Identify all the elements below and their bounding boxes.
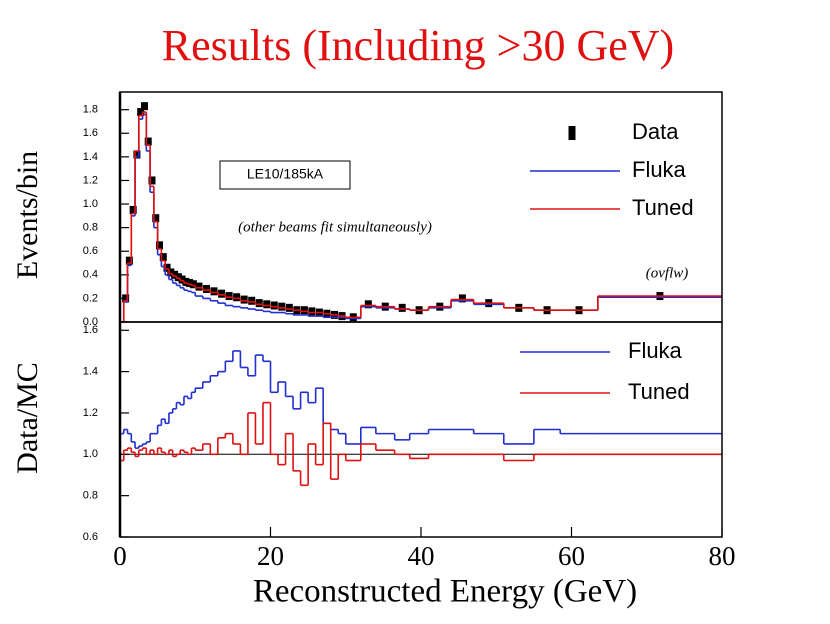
- data-point: [285, 303, 293, 312]
- x-axis-label: Reconstructed Energy (GeV): [253, 574, 637, 610]
- data-point: [129, 205, 137, 214]
- data-point: [167, 268, 175, 277]
- data-point: [210, 287, 218, 296]
- data-point: [125, 256, 133, 265]
- y-tick-label: 1.8: [83, 104, 98, 116]
- data-point: [122, 294, 130, 303]
- legend-marker: [568, 126, 576, 140]
- data-point: [300, 306, 308, 315]
- data-point: [278, 302, 286, 311]
- x-tick-label: 0: [113, 541, 127, 571]
- data-point: [178, 275, 186, 284]
- data-point: [152, 214, 160, 223]
- y-tick-label: 1.2: [83, 174, 98, 186]
- data-point: [255, 299, 263, 308]
- data-point: [189, 280, 197, 289]
- data-point: [140, 102, 148, 111]
- data-point: [248, 296, 256, 305]
- annotation: (ovflw): [646, 265, 689, 281]
- y-tick-label: 1.4: [83, 366, 98, 378]
- data-point: [225, 292, 233, 301]
- data-point: [218, 289, 226, 298]
- data-point: [159, 253, 167, 262]
- y-axis-label: Data/MC: [11, 362, 44, 474]
- data-point: [182, 277, 190, 286]
- data-point: [364, 300, 372, 309]
- x-tick-label: 60: [558, 541, 585, 571]
- y-tick-label: 1.6: [83, 127, 98, 139]
- data-point: [203, 284, 211, 293]
- y-tick-label: 0.6: [83, 245, 98, 257]
- annotation-box: [219, 160, 351, 190]
- legend-label: Tuned: [632, 195, 694, 220]
- data-point: [171, 270, 179, 279]
- data-point: [195, 282, 203, 291]
- x-tick-label: 40: [408, 541, 435, 571]
- y-tick-label: 1.6: [83, 324, 98, 336]
- y-tick-label: 1.0: [83, 198, 98, 210]
- slide-title: Results (Including >30 GeV): [162, 21, 674, 70]
- y-tick-label: 1.2: [83, 407, 98, 419]
- x-tick-label: 20: [257, 541, 284, 571]
- y-tick-label: 0.8: [83, 490, 98, 502]
- y-tick-label: 0.8: [83, 222, 98, 234]
- annotation: LE10/185kA: [247, 166, 324, 182]
- data-point: [148, 176, 156, 185]
- x-tick-label: 80: [709, 541, 736, 571]
- data-point: [240, 295, 248, 304]
- data-point: [458, 294, 466, 303]
- data-point: [174, 273, 182, 282]
- data-point: [263, 300, 271, 309]
- y-tick-label: 0.4: [83, 269, 98, 281]
- y-tick-label: 1.0: [83, 448, 98, 460]
- data-point: [163, 263, 171, 272]
- data-point: [156, 241, 164, 250]
- y-tick-label: 0.2: [83, 292, 98, 304]
- legend-label: Tuned: [628, 379, 690, 404]
- data-point: [308, 307, 316, 316]
- y-tick-label: 0.6: [83, 531, 98, 543]
- data-point: [270, 301, 278, 310]
- y-tick-label: 0.0: [83, 316, 98, 328]
- data-point: [144, 137, 152, 146]
- annotation: (other beams fit simultaneously): [238, 219, 432, 235]
- legend-label: Fluka: [628, 338, 683, 363]
- y-axis-label: Events/bin: [11, 151, 44, 279]
- y-tick-label: 1.4: [83, 151, 98, 163]
- data-point: [186, 279, 194, 288]
- data-point: [233, 293, 241, 302]
- data-point: [398, 303, 406, 312]
- data-point: [137, 108, 145, 117]
- data-point: [133, 150, 141, 159]
- legend-label: Fluka: [632, 157, 687, 182]
- legend-label: Data: [632, 119, 679, 144]
